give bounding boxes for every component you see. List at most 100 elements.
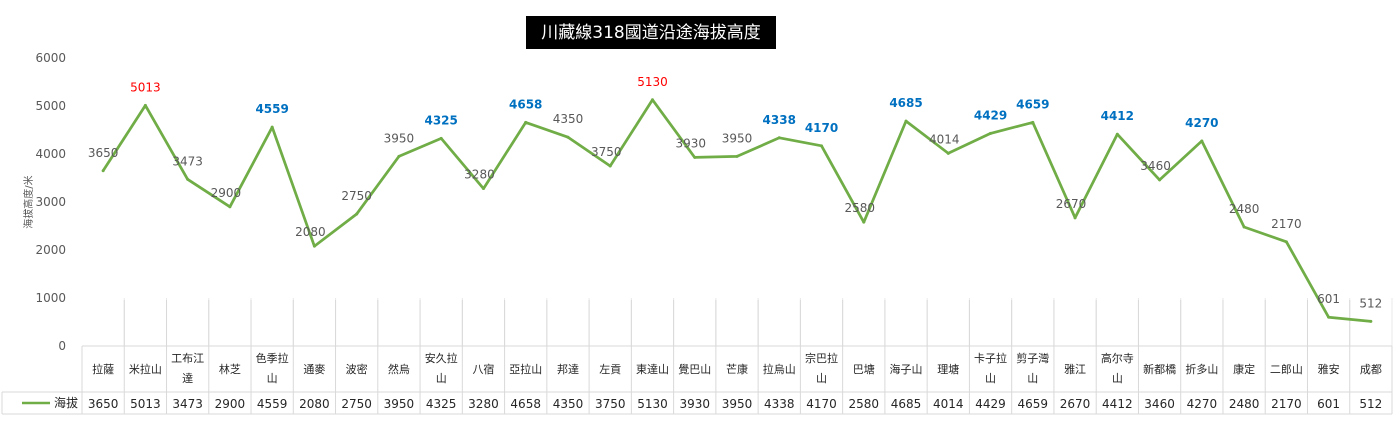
data-point (608, 164, 612, 168)
table-value: 601 (1317, 397, 1340, 411)
category-label: 東達山 (636, 363, 669, 376)
table-value: 3950 (722, 397, 753, 411)
data-label: 3930 (675, 136, 706, 150)
data-point (989, 131, 993, 135)
table-value: 3950 (384, 397, 415, 411)
table-value: 4559 (257, 397, 288, 411)
table-value: 2900 (215, 397, 246, 411)
data-label: 4014 (929, 132, 960, 146)
table-value: 4325 (426, 397, 457, 411)
data-label: 3650 (88, 146, 119, 160)
data-label: 2580 (845, 201, 876, 215)
data-point (397, 154, 401, 158)
table-value: 4659 (1018, 397, 1049, 411)
data-label: 2170 (1271, 217, 1302, 231)
category-label: 拉薩 (92, 362, 114, 376)
table-value: 4350 (553, 397, 584, 411)
category-grid (81, 298, 1393, 414)
table-value: 4338 (764, 397, 795, 411)
table-value: 4685 (891, 397, 922, 411)
data-label: 601 (1317, 292, 1340, 306)
data-point (735, 154, 739, 158)
data-point (1158, 178, 1162, 182)
data-label: 3473 (172, 154, 203, 168)
data-point (1031, 120, 1035, 124)
data-label: 4685 (889, 96, 922, 110)
category-label: 林芝 (219, 362, 241, 376)
y-axis-ticks: 0 1000 2000 3000 4000 5000 6000 (35, 51, 66, 353)
data-label: 4350 (553, 112, 584, 126)
table-value: 2670 (1060, 397, 1091, 411)
data-label: 3950 (722, 131, 753, 145)
table-value: 4270 (1187, 397, 1218, 411)
data-label: 512 (1359, 296, 1382, 310)
category-label: 米拉山 (129, 362, 162, 376)
category-label: 芒康 (726, 362, 748, 376)
data-point (101, 169, 105, 173)
table-value: 2080 (299, 397, 330, 411)
table-value: 2750 (341, 397, 372, 411)
data-point (904, 119, 908, 123)
data-point (1327, 315, 1331, 319)
category-label: 成都 (1360, 363, 1382, 376)
data-point (481, 187, 485, 191)
data-point (946, 151, 950, 155)
data-label: 5130 (637, 75, 668, 89)
data-point (312, 244, 316, 248)
data-label: 4429 (974, 108, 1007, 122)
category-label: 覺巴山 (678, 363, 711, 376)
category-label: 雅江 (1064, 362, 1086, 376)
series-layer (101, 98, 1373, 323)
data-point (1073, 216, 1077, 220)
data-label: 2670 (1056, 197, 1087, 211)
data-point (820, 144, 824, 148)
data-point (1284, 240, 1288, 244)
data-point (1115, 132, 1119, 136)
table-value: 5130 (637, 397, 668, 411)
table-value: 2480 (1229, 397, 1260, 411)
data-label: 4412 (1101, 109, 1134, 123)
data-label: 3750 (591, 145, 622, 159)
category-label: 亞拉山 (509, 362, 542, 376)
data-label: 4658 (509, 97, 542, 111)
category-label: 理塘 (937, 362, 959, 376)
data-point (566, 135, 570, 139)
category-label: 折多山 (1185, 362, 1218, 376)
category-label: 宗巴拉山 (805, 351, 838, 385)
table-value: 3750 (595, 397, 626, 411)
data-label: 4170 (805, 121, 838, 135)
data-label: 2080 (295, 225, 326, 239)
category-label: 康定 (1233, 362, 1255, 376)
y-tick-label: 3000 (35, 195, 66, 209)
y-tick-label: 4000 (35, 147, 66, 161)
table-value: 5013 (130, 397, 161, 411)
category-label: 高尔寺山 (1101, 351, 1134, 385)
category-label: 八宿 (472, 362, 494, 376)
category-label: 卡子拉山 (974, 351, 1007, 385)
category-label: 工布江達 (171, 352, 204, 385)
data-point (355, 212, 359, 216)
category-label: 然烏 (388, 362, 410, 376)
table-value: 4170 (806, 397, 837, 411)
data-label: 4559 (255, 102, 288, 116)
category-label: 拉烏山 (763, 362, 796, 376)
data-table: 海拔 拉薩 3650 米拉山 5013 工布江達 3473 林芝 2900 色季拉山 4559 通麥 2… (1, 345, 1392, 415)
data-label: 3460 (1140, 159, 1171, 173)
data-point (1369, 319, 1373, 323)
data-point (524, 120, 528, 124)
data-label: 3280 (464, 168, 495, 182)
table-value: 2170 (1271, 397, 1302, 411)
data-label: 4338 (763, 113, 796, 127)
table-value: 4658 (510, 397, 541, 411)
category-label: 剪子灣山 (1016, 351, 1049, 385)
legend-series-name: 海拔 (54, 395, 78, 410)
category-label: 巴塘 (853, 362, 875, 376)
data-point (862, 220, 866, 224)
data-labels: 3650 5013 3473 2900 4559 2080 2750 3950 4325 3280… (88, 75, 1382, 311)
table-value: 4014 (933, 397, 964, 411)
table-value: 2580 (849, 397, 880, 411)
chart-title: 川藏線318國道沿途海拔高度 (541, 23, 760, 43)
data-label: 4659 (1016, 97, 1049, 111)
category-label: 左貢 (599, 363, 621, 376)
